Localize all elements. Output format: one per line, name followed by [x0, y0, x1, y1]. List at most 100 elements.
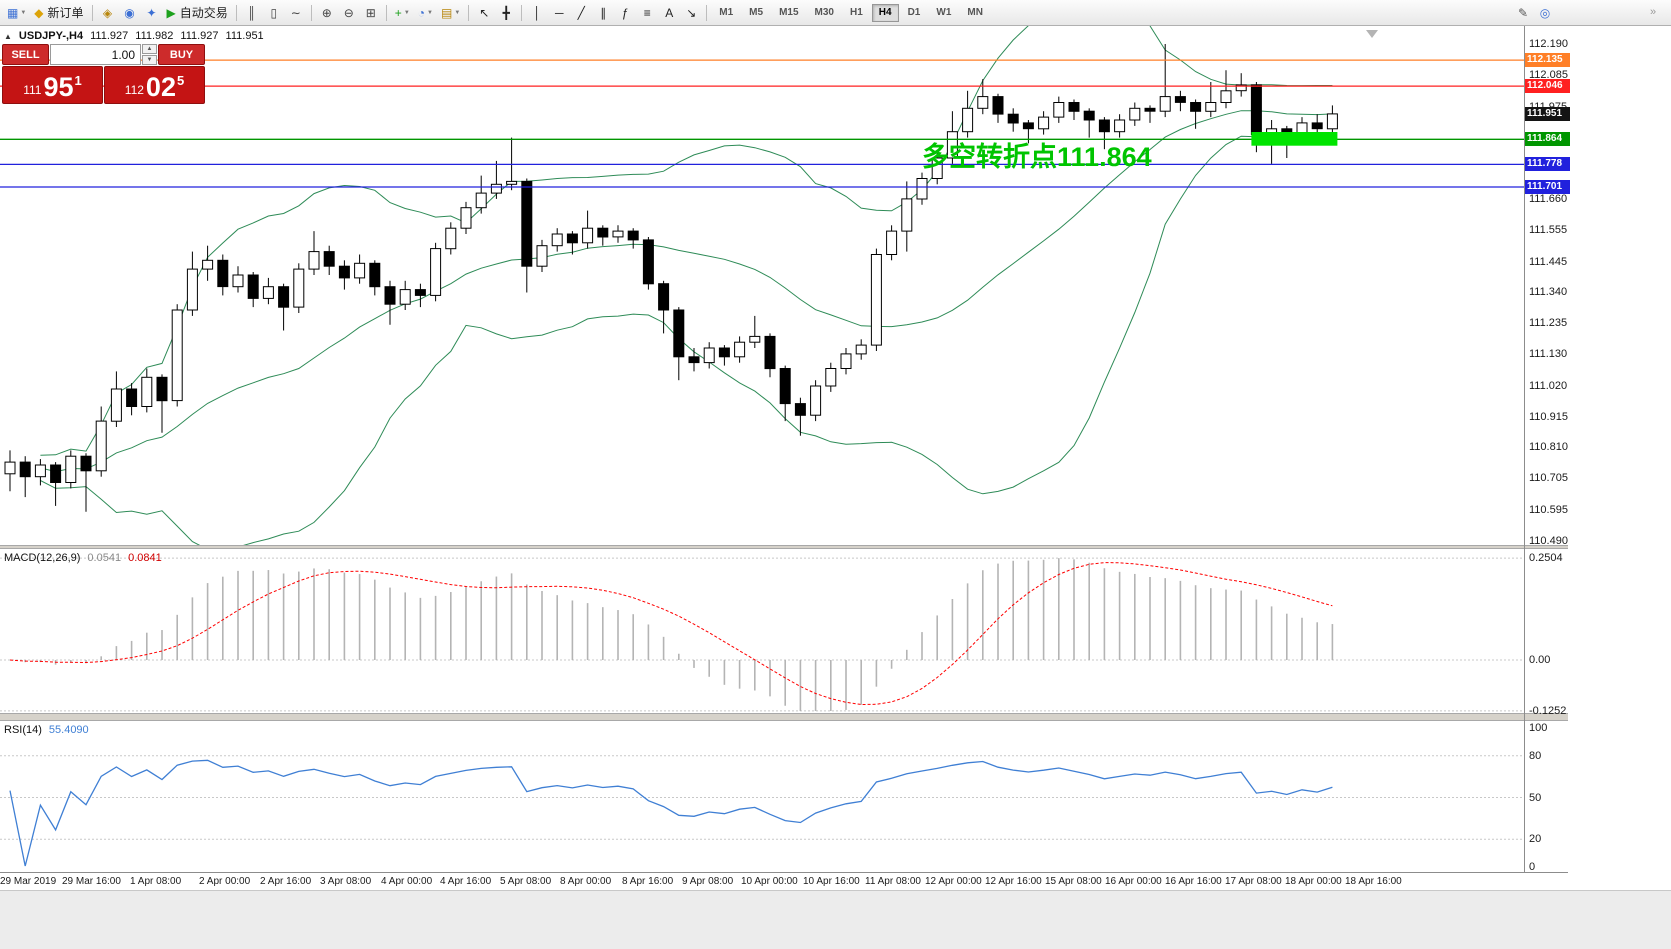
macd-scale: 0.2504 0.00 -0.1252 [1524, 549, 1670, 717]
candle [384, 280, 396, 325]
timeframe-m5[interactable]: M5 [749, 7, 764, 18]
timeframe-m30[interactable]: M30 [814, 7, 834, 18]
candlestick-mode-button[interactable]: ▯ [263, 3, 285, 23]
sell-button[interactable]: 111 95 1 [2, 66, 103, 104]
crosshair-button[interactable]: ╋ [495, 3, 517, 23]
candle [354, 254, 366, 284]
panel-splitter[interactable] [0, 713, 1568, 721]
highlight-rectangle[interactable] [1251, 132, 1338, 146]
candle [1220, 70, 1232, 109]
buy-button[interactable]: 112 02 5 [104, 66, 205, 104]
indicators-button[interactable]: + ▼ [391, 3, 414, 23]
panel-splitter[interactable] [0, 545, 1568, 549]
volume-input[interactable]: 1.00 [50, 44, 141, 65]
price-scale-label: 110.705 [1529, 472, 1568, 484]
candle [460, 201, 472, 234]
rsi-scale-label: 80 [1529, 750, 1542, 762]
time-axis-label: 2 Apr 16:00 [260, 876, 312, 887]
arrow-objects-button[interactable]: ↘ [680, 3, 702, 23]
macd-label-row: MACD(12,26,9) 0.0541 0.0841 [4, 552, 162, 564]
line-chart-mode-button[interactable]: ∼ [285, 3, 307, 23]
time-axis-label: 11 Apr 08:00 [865, 876, 921, 887]
autotrading-button[interactable]: ▶ 自动交易 [163, 3, 232, 23]
time-axis[interactable]: 29 Mar 2019 29 Mar 16:00 1 Apr 08:00 2 Apr … [0, 872, 1568, 890]
new-order-label: 新订单 [47, 6, 84, 20]
rsi-name: RSI(14) [4, 724, 42, 736]
buy-price-prefix: 112 [124, 83, 144, 97]
toolbar-overflow-chevron[interactable]: » [1650, 6, 1657, 18]
candle [734, 336, 746, 363]
volume-down-button[interactable]: ▼ [142, 55, 157, 65]
rsi-panel[interactable] [0, 721, 1524, 872]
candle [825, 362, 837, 392]
one-click-collapse-icon[interactable]: ▲ [4, 31, 12, 41]
toolbar: ▦ ▼ ◆ 新订单 ◈ ◉ ✦ ▶ 自动交易 ║ ▯ ∼ ⊕ ⊖ ⊞ + ▼ ◔ ▼ ▤ ▼ ↖ ╋ │ ─ ╱ ∥ ƒ ≡ A ↘ M1 M5… [0, 0, 1671, 26]
periods-icon: ◔ [417, 5, 426, 20]
bollinger-lower [40, 135, 1333, 545]
candle [1068, 99, 1080, 120]
chart-shift-marker[interactable] [1366, 30, 1378, 38]
timeframe-d1[interactable]: D1 [907, 7, 921, 18]
timeframe-m1[interactable]: M1 [719, 7, 734, 18]
candle [673, 307, 685, 381]
timeframe-mn[interactable]: MN [967, 7, 983, 18]
objects-list-button[interactable]: ≡ [636, 3, 658, 23]
fibonacci-button[interactable]: ƒ [614, 3, 636, 23]
time-axis-label: 12 Apr 16:00 [985, 876, 1042, 887]
quick-search-icon: ◎ [1539, 6, 1551, 20]
quick-search-button[interactable]: ◎ [1534, 3, 1556, 23]
candle [445, 222, 457, 255]
buy-price-sup: 5 [176, 73, 185, 88]
rsi-line [9, 759, 1333, 867]
macd-name: MACD(12,26,9) [4, 552, 81, 564]
text-label-button[interactable]: A [658, 3, 680, 23]
volume-up-button[interactable]: ▲ [142, 44, 157, 54]
buy-tab[interactable]: BUY [158, 44, 205, 65]
time-axis-label: 4 Apr 00:00 [381, 876, 433, 887]
quick-edit-button[interactable]: ✎ [1512, 3, 1534, 23]
profiles-button[interactable]: ◈ [97, 3, 119, 23]
zoom-out-button[interactable]: ⊖ [338, 3, 360, 23]
annotation-text[interactable]: 多空转折点111.864 [922, 141, 1152, 172]
market-watch-button[interactable]: ◉ [119, 3, 141, 23]
timeframe-w1[interactable]: W1 [936, 7, 952, 18]
candle [80, 453, 92, 512]
sell-tab[interactable]: SELL [2, 44, 49, 65]
timeframe-h1[interactable]: H1 [849, 7, 863, 18]
candle [977, 79, 989, 115]
zoom-in-button[interactable]: ⊕ [316, 3, 338, 23]
candle [612, 225, 624, 243]
price-scale-label: 111.660 [1529, 193, 1568, 205]
equidistant-channel-button[interactable]: ∥ [592, 3, 614, 23]
time-axis-label: 16 Apr 16:00 [1165, 876, 1222, 887]
price-chart[interactable]: 多空转折点111.864 [0, 26, 1524, 545]
horizontal-line-button[interactable]: ─ [548, 3, 570, 23]
price-scale-label: 111.445 [1529, 256, 1568, 268]
candle [1311, 114, 1323, 135]
new-order-button[interactable]: ◆ 新订单 [30, 3, 87, 23]
tile-windows-button[interactable]: ⊞ [360, 3, 382, 23]
price-scale-label: 110.810 [1529, 441, 1568, 453]
vertical-line-button[interactable]: │ [526, 3, 548, 23]
candle [414, 283, 426, 308]
candle [430, 242, 442, 302]
candle [95, 406, 107, 477]
price-scale[interactable]: 112.190112.085111.975111.870111.765111.6… [1524, 26, 1670, 547]
new-chart-button[interactable]: ▦ ▼ [3, 3, 30, 23]
candle [810, 380, 822, 422]
timeframe-h4[interactable]: H4 [871, 3, 899, 22]
cursor-button[interactable]: ↖ [473, 3, 495, 23]
navigator-button[interactable]: ✦ [141, 3, 163, 23]
bar-chart-mode-button[interactable]: ║ [241, 3, 263, 23]
candle [323, 245, 335, 275]
chevron-down-icon: ▼ [427, 9, 433, 16]
templates-button[interactable]: ▤ ▼ [437, 3, 464, 23]
sell-price-sup: 1 [74, 73, 82, 88]
candle [217, 254, 229, 296]
toolbar-separator [91, 4, 93, 21]
quick-edit-icon: ✎ [1517, 6, 1529, 20]
macd-panel[interactable] [0, 549, 1524, 713]
periods-button[interactable]: ◔ ▼ [414, 3, 437, 23]
timeframe-m15[interactable]: M15 [779, 7, 799, 18]
trendline-button[interactable]: ╱ [570, 3, 592, 23]
